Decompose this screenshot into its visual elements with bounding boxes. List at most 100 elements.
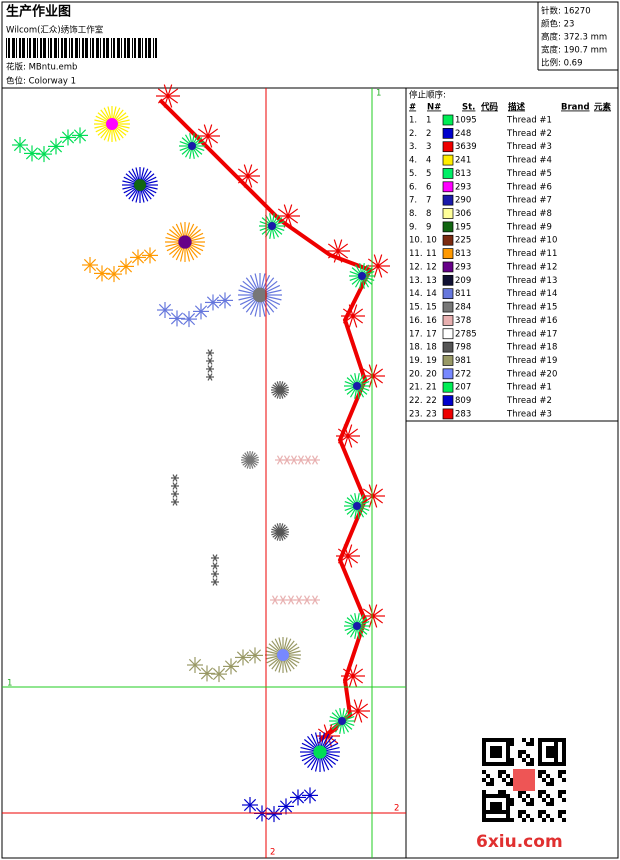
- row-number: 22: [426, 396, 437, 406]
- stitch: [131, 257, 139, 264]
- row-number: 3: [426, 142, 431, 152]
- color-swatch: [442, 301, 454, 313]
- qr-cell: [494, 794, 498, 798]
- stitch: [79, 129, 87, 136]
- color-swatch: [442, 168, 454, 179]
- stitch: [242, 657, 250, 664]
- qr-cell: [550, 798, 554, 802]
- qr-cell: [554, 738, 558, 742]
- stitch: [303, 789, 311, 796]
- stitch: [279, 386, 289, 391]
- stitch: [303, 794, 311, 802]
- row-number: 8: [426, 209, 431, 219]
- stitch: [237, 175, 249, 184]
- qr-cell: [494, 806, 498, 810]
- stitch: [283, 455, 288, 461]
- stitch: [300, 455, 305, 461]
- stitch: [282, 599, 287, 605]
- info-line: 宽度: 190.7 mm: [541, 45, 607, 56]
- stitch: [224, 299, 232, 307]
- stitch: [218, 294, 226, 301]
- qr-cell: [546, 814, 550, 818]
- qr-cell: [486, 818, 490, 822]
- qr-cell: [482, 746, 486, 750]
- qr-cell: [510, 802, 514, 806]
- stitch: [372, 615, 378, 628]
- row-number: 20: [426, 369, 437, 379]
- row-number: 18: [426, 343, 437, 353]
- qr-cell: [490, 818, 494, 822]
- qr-cell: [482, 762, 486, 766]
- flower-center: [338, 717, 346, 725]
- qr-cell: [502, 810, 506, 814]
- row-index: 5.: [409, 169, 417, 179]
- qr-cell: [482, 742, 486, 746]
- stitch: [293, 459, 298, 465]
- stitch: [242, 651, 250, 658]
- color-swatch: [442, 328, 454, 340]
- qr-cell: [522, 798, 526, 802]
- stitch: [214, 554, 218, 559]
- qr-cell: [550, 754, 554, 758]
- stitch: [224, 294, 232, 301]
- row-index: 20.: [409, 369, 423, 379]
- qr-cell: [486, 762, 490, 766]
- qr-cell: [510, 758, 514, 762]
- stitch: [347, 435, 359, 444]
- qr-cell: [482, 790, 486, 794]
- stitch: [283, 204, 289, 217]
- bar: [92, 38, 94, 58]
- stitch: [333, 239, 339, 252]
- stitch: [352, 675, 358, 688]
- qr-cell: [562, 758, 566, 762]
- bar: [58, 38, 59, 58]
- stitch: [243, 798, 251, 806]
- stitch: [348, 304, 354, 317]
- qr-cell: [538, 746, 542, 750]
- stitch: [372, 615, 384, 624]
- qr-cell: [522, 758, 526, 762]
- stitch: [348, 664, 354, 677]
- bar: [153, 38, 154, 58]
- qr-cell: [490, 782, 494, 786]
- stitch: [149, 254, 157, 262]
- qr-cell: [498, 806, 502, 810]
- stitch: [287, 208, 299, 217]
- stitch: [37, 153, 45, 161]
- qr-cell: [538, 770, 542, 774]
- bar: [155, 38, 157, 58]
- stitch: [157, 95, 169, 104]
- stitch-count: 1095: [455, 116, 477, 126]
- thread-desc: Thread #12: [506, 262, 557, 272]
- thread-desc: Thread #2: [506, 396, 552, 406]
- stitch: [311, 595, 316, 601]
- row-number: 21: [426, 383, 437, 393]
- row-number: 13: [426, 276, 437, 286]
- column-header: N#: [427, 103, 441, 113]
- stitch: [372, 608, 384, 617]
- row-number: 23: [426, 409, 437, 419]
- qr-cell: [542, 818, 546, 822]
- stitch: [342, 675, 354, 684]
- stitch: [31, 152, 39, 160]
- stitch: [276, 459, 281, 465]
- guide-label: 2: [394, 804, 399, 814]
- row-index: 11.: [409, 249, 423, 259]
- qr-cell: [538, 758, 542, 762]
- stitch: [309, 794, 317, 802]
- color-swatch: [442, 381, 454, 393]
- info-line: 比例: 0.69: [541, 58, 583, 69]
- stitch: [327, 735, 339, 744]
- stitch: [164, 309, 172, 317]
- stitch: [357, 699, 363, 712]
- qr-cell: [562, 746, 566, 750]
- qr-cell: [494, 754, 498, 758]
- stitch: [377, 258, 389, 267]
- stitch: [113, 268, 121, 275]
- stitch: [373, 254, 379, 267]
- stitch: [372, 495, 378, 508]
- stitch: [243, 164, 249, 177]
- qr-cell: [498, 750, 502, 754]
- stitch: [230, 665, 238, 673]
- qr-cell: [546, 754, 550, 758]
